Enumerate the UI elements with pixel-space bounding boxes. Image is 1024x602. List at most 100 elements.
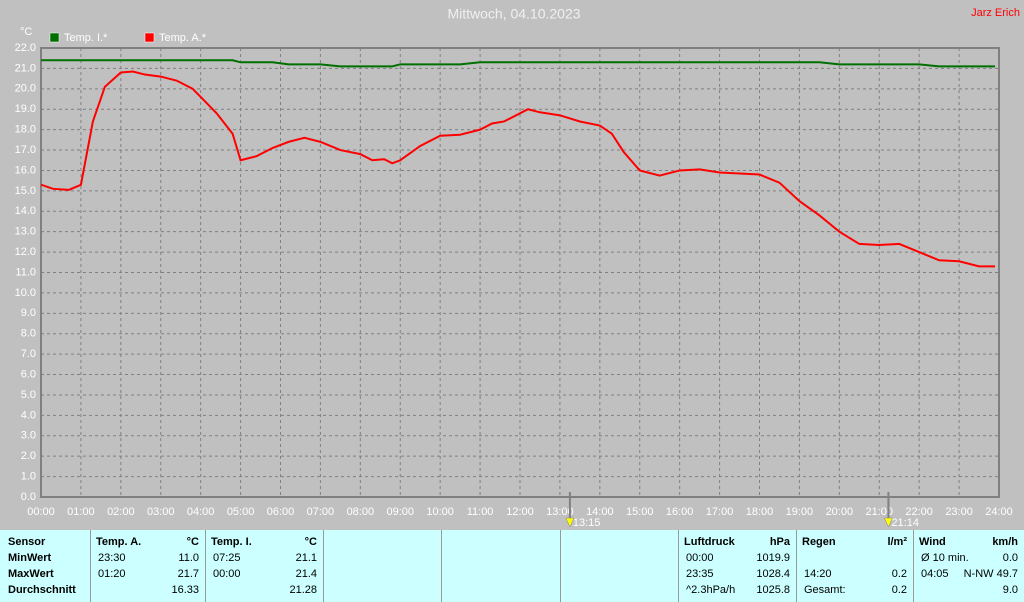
- table-cell: ^2.3hPa/h: [686, 584, 736, 596]
- y-tick-label: 0.0: [21, 491, 36, 503]
- column-separator: [441, 530, 442, 602]
- table-cell: 1019.9: [756, 552, 790, 564]
- table-cell: 1025.8: [756, 584, 790, 596]
- table-cell: 1028.4: [756, 568, 790, 580]
- x-tick-label: 11:00: [467, 506, 494, 518]
- y-tick-label: 13.0: [15, 226, 36, 238]
- series-line: [40, 70, 996, 268]
- marker-label: 13:15: [573, 517, 601, 529]
- table-cell: Sensor: [8, 536, 46, 548]
- table-cell: hPa: [769, 536, 790, 548]
- table-cell: Temp. I.: [211, 536, 252, 548]
- y-tick-label: 15.0: [15, 185, 36, 197]
- x-tick-label: 19:00: [786, 506, 814, 518]
- column-separator: [205, 530, 206, 602]
- table-cell: Temp. A.: [96, 536, 142, 548]
- table-cell: 0.2: [891, 584, 907, 596]
- x-tick-label: 21:00: [865, 506, 893, 518]
- y-tick-label: 5.0: [21, 389, 36, 401]
- y-tick-label: 2.0: [21, 450, 36, 462]
- y-tick-label: 6.0: [21, 368, 36, 380]
- y-tick-label: 3.0: [21, 430, 36, 442]
- legend-swatch: [49, 32, 60, 43]
- y-tick-label: 9.0: [21, 307, 36, 319]
- y-tick-label: 14.0: [15, 205, 36, 217]
- marker-arrow: [884, 517, 893, 528]
- x-tick-label: 15:00: [626, 506, 654, 518]
- table-cell: N-NW 49.7: [963, 568, 1018, 580]
- table-cell: 00:00: [213, 568, 241, 580]
- table-cell: MaxWert: [8, 568, 54, 580]
- table-cell: 00:00: [686, 552, 714, 564]
- x-tick-label: 12:00: [506, 506, 534, 518]
- x-tick-label: 18:00: [746, 506, 774, 518]
- column-separator: [90, 530, 91, 602]
- legend-label: Temp. A.*: [159, 32, 207, 44]
- x-tick-label: 16:00: [666, 506, 694, 518]
- x-tick-label: 20:00: [826, 506, 854, 518]
- y-tick-label: 7.0: [21, 348, 36, 360]
- x-tick-label: 05:00: [227, 506, 255, 518]
- table-cell: 07:25: [213, 552, 241, 564]
- table-cell: 0.0: [1002, 552, 1018, 564]
- table-cell: 9.0: [1002, 584, 1018, 596]
- column-separator: [560, 530, 561, 602]
- y-tick-label: 4.0: [21, 409, 36, 421]
- x-tick-label: 06:00: [267, 506, 295, 518]
- x-tick-label: 03:00: [147, 506, 175, 518]
- x-tick-label: 07:00: [307, 506, 335, 518]
- table-cell: °C: [304, 536, 317, 548]
- marker-arrow: [565, 517, 575, 528]
- table-cell: 21.28: [289, 584, 317, 596]
- x-tick-label: 10:00: [426, 506, 454, 518]
- y-tick-label: 18.0: [15, 124, 36, 136]
- table-cell: 14:20: [804, 568, 832, 580]
- y-tick-label: 11.0: [15, 266, 36, 278]
- x-tick-label: 00:00: [27, 506, 55, 518]
- marker-label: 21:14: [891, 517, 919, 529]
- table-cell: 23:30: [98, 552, 126, 564]
- y-tick-label: 17.0: [15, 144, 36, 156]
- table-cell: 21.1: [295, 552, 317, 564]
- y-tick-label: 19.0: [15, 103, 36, 115]
- table-cell: Regen: [802, 536, 836, 548]
- column-separator: [796, 530, 797, 602]
- chart: Mittwoch, 04.10.2023 Jarz Erich °C 0.0 1.…: [15, 6, 1020, 529]
- table-cell: 21.7: [177, 568, 199, 580]
- legend-swatch: [144, 32, 155, 43]
- y-tick-label: 20.0: [15, 83, 36, 95]
- table-cell: 23:35: [686, 568, 714, 580]
- column-separator: [678, 530, 679, 602]
- y-tick-label: 22.0: [15, 42, 36, 54]
- table-cell: l/m²: [887, 536, 907, 548]
- y-tick-label: 1.0: [21, 470, 36, 482]
- series-line: [41, 59, 996, 68]
- table-cell: 11.0: [178, 552, 199, 564]
- x-tick-label: 04:00: [187, 506, 215, 518]
- y-tick-label: 12.0: [15, 246, 36, 258]
- table-cell: Durchschnitt: [8, 584, 76, 596]
- table-cell: km/h: [992, 536, 1018, 548]
- author: Jarz Erich: [971, 7, 1020, 19]
- x-tick-label: 17:00: [706, 506, 734, 518]
- x-tick-label: 14:00: [586, 506, 614, 518]
- y-unit: °C: [20, 26, 32, 38]
- plot-border: [40, 47, 1000, 498]
- table-cell: 01:20: [98, 568, 126, 580]
- table-cell: Luftdruck: [684, 536, 735, 548]
- summary-table: Sensor MinWert MaxWert Durchschnitt Temp. A.…: [0, 530, 1024, 602]
- y-tick-label: 16.0: [15, 164, 36, 176]
- x-tick-label: 08:00: [347, 506, 375, 518]
- y-tick-label: 8.0: [21, 328, 36, 340]
- table-cell: Ø 10 min.: [921, 552, 969, 564]
- table-cell: Gesamt:: [804, 584, 846, 596]
- x-tick-label: 09:00: [386, 506, 414, 518]
- x-tick-label: 13:00: [546, 506, 574, 518]
- x-tick-label: 24:00: [985, 506, 1013, 518]
- chart-title: Mittwoch, 04.10.2023: [447, 6, 580, 22]
- column-separator: [323, 530, 324, 602]
- table-cell: 21.4: [295, 568, 317, 580]
- table-cell: MinWert: [8, 552, 52, 564]
- table-cell: 16.33: [171, 584, 199, 596]
